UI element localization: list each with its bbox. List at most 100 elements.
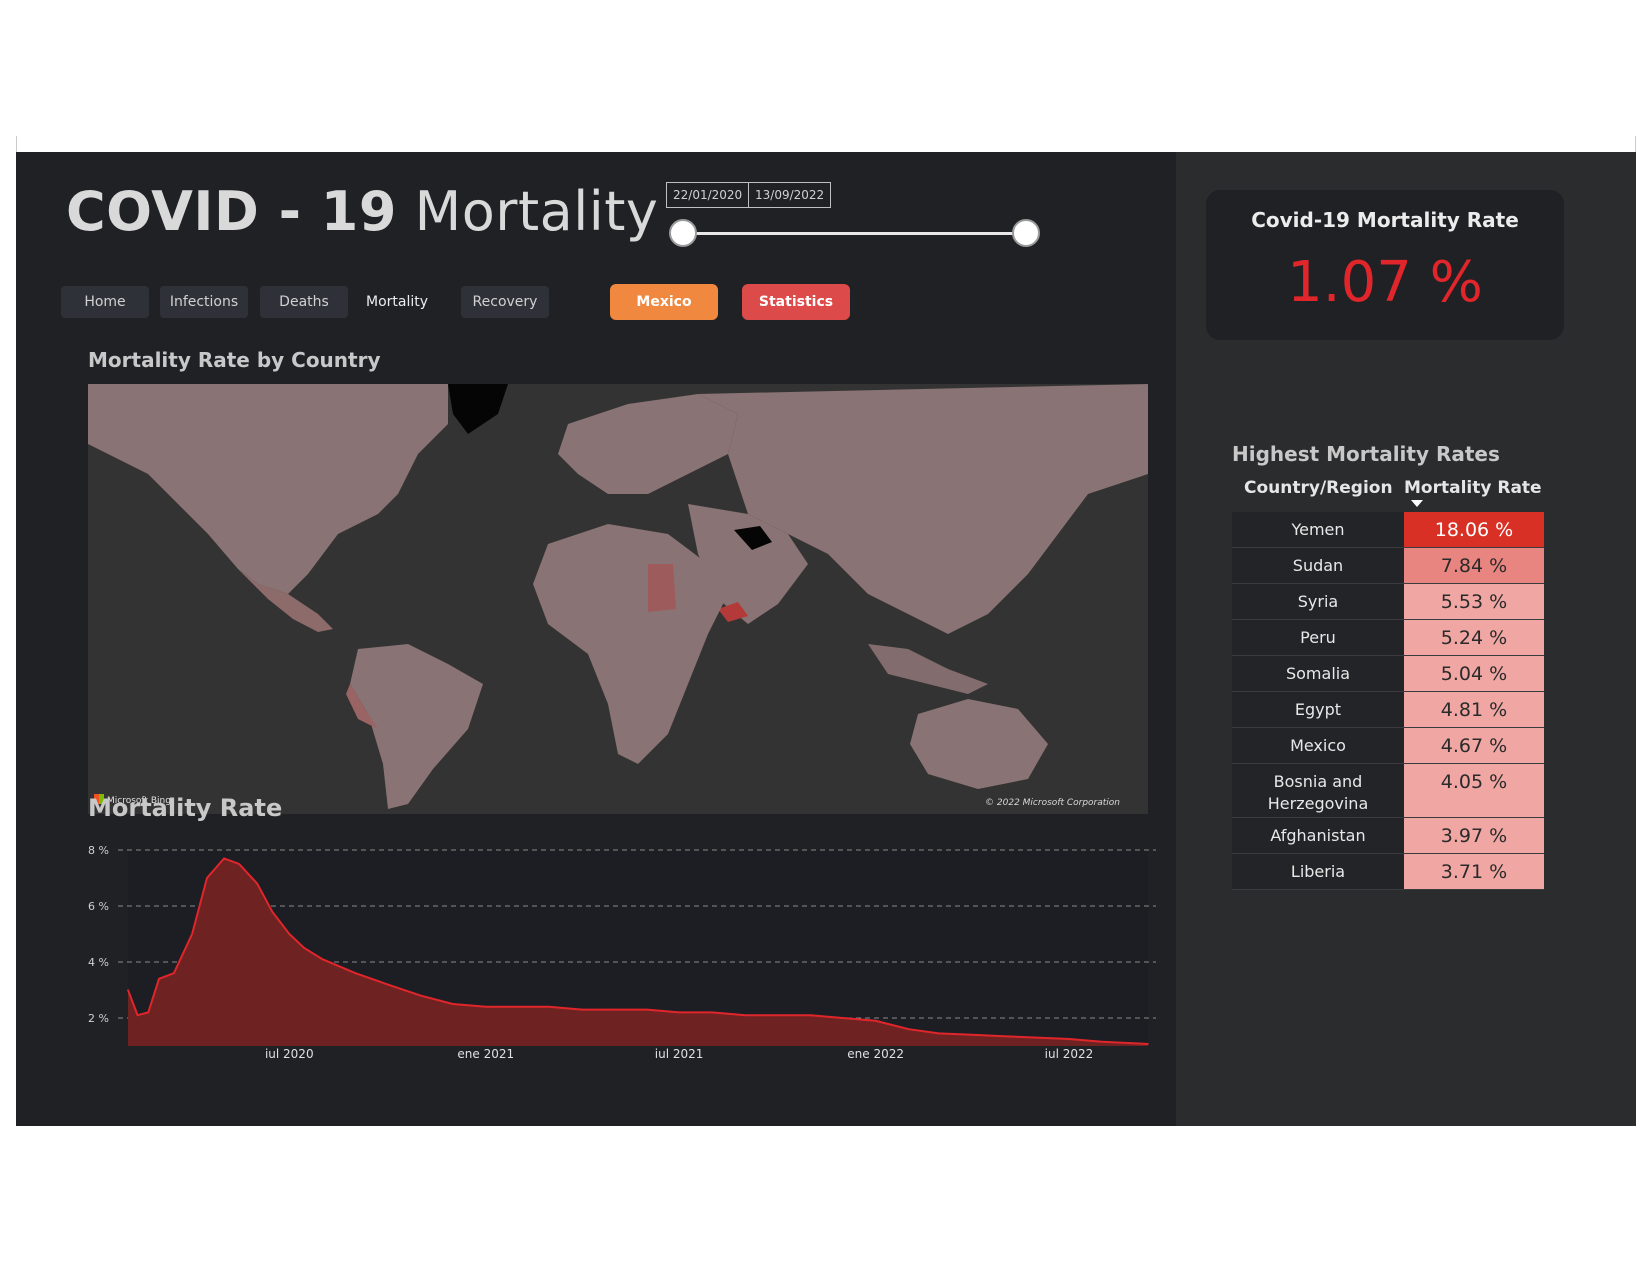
table-cell-country: Egypt: [1232, 692, 1404, 727]
table-cell-rate: 5.53 %: [1404, 584, 1544, 619]
table-row[interactable]: Egypt 4.81 %: [1232, 692, 1544, 728]
chart-data-point: [874, 1020, 877, 1022]
page-title-light: Mortality: [414, 180, 659, 243]
chart-y-tick-label: 2 %: [88, 1012, 109, 1025]
chart-data-point: [841, 1017, 844, 1019]
table-cell-rate: 3.71 %: [1404, 854, 1544, 889]
chart-data-point: [908, 1028, 910, 1030]
chart-data-point: [386, 983, 389, 986]
chart-data-point: [809, 1014, 812, 1016]
map-title: Mortality Rate by Country: [88, 348, 381, 372]
chart-data-point: [173, 972, 175, 974]
chart-data-point: [321, 958, 324, 960]
chart-data-point: [354, 972, 357, 974]
chart-x-tick-label: ene 2022: [847, 1047, 904, 1058]
table-row[interactable]: Afghanistan 3.97 %: [1232, 818, 1544, 854]
table-cell-rate: 4.67 %: [1404, 728, 1544, 763]
date-slider-end-handle[interactable]: [1012, 219, 1040, 247]
table-cell-country: Sudan: [1232, 548, 1404, 583]
chart-x-tick-label: jul 2021: [654, 1047, 704, 1058]
chart-data-point: [191, 933, 193, 935]
nav-home-button[interactable]: Home: [61, 286, 149, 318]
report-top-border: [16, 136, 1636, 152]
table-cell-rate: 18.06 %: [1404, 512, 1544, 547]
chart-data-point: [711, 1011, 713, 1014]
table-title: Highest Mortality Rates: [1232, 442, 1500, 466]
table-cell-country: Afghanistan: [1232, 818, 1404, 853]
table-row[interactable]: Syria 5.53 %: [1232, 584, 1544, 620]
world-map[interactable]: Microsoft Bing © 2022 Microsoft Corporat…: [88, 384, 1148, 814]
table-row[interactable]: Yemen 18.06 %: [1232, 512, 1544, 548]
chart-y-tick-label: 6 %: [88, 900, 109, 913]
date-range-slider-track[interactable]: [683, 232, 1038, 235]
chart-data-point: [581, 1008, 583, 1011]
table-row[interactable]: Mexico 4.67 %: [1232, 728, 1544, 764]
chart-data-point: [271, 910, 273, 913]
nav-mortality-button[interactable]: Mortality: [365, 294, 429, 310]
chart-data-point: [206, 877, 208, 879]
table-cell-country: Syria: [1232, 584, 1404, 619]
chart-x-tick-label: jul 2020: [264, 1047, 314, 1058]
kpi-value: 1.07 %: [1287, 250, 1483, 315]
chart-data-point: [646, 1008, 648, 1011]
chart-data-point: [1003, 1035, 1005, 1037]
table-header-country[interactable]: Country/Region: [1244, 478, 1393, 498]
map-copyright: © 2022 Microsoft Corporation: [985, 798, 1120, 808]
chart-data-point: [1036, 1036, 1038, 1039]
table-row[interactable]: Bosnia and Herzegovina 4.05 %: [1232, 764, 1544, 818]
chart-data-point: [238, 863, 240, 865]
sort-descending-icon[interactable]: [1411, 500, 1423, 507]
main-panel: COVID - 19 Mortality 22/01/2020 13/09/20…: [16, 152, 1176, 1126]
table-cell-rate: 3.97 %: [1404, 818, 1544, 853]
chart-data-point: [937, 1032, 940, 1035]
world-map-shapes: [88, 384, 1148, 814]
table-header-rate[interactable]: Mortality Rate: [1404, 478, 1542, 498]
date-start-input[interactable]: 22/01/2020: [666, 182, 750, 208]
chart-data-point: [678, 1011, 680, 1014]
date-slider-start-handle[interactable]: [669, 219, 697, 247]
microsoft-logo-icon: [94, 794, 104, 804]
table-row[interactable]: Peru 5.24 %: [1232, 620, 1544, 656]
table-cell-country: Mexico: [1232, 728, 1404, 763]
chart-data-point: [548, 1006, 550, 1008]
nav-recovery-button[interactable]: Recovery: [461, 286, 549, 318]
mortality-rate-chart[interactable]: 2 % 4 % 6 % 8 % jul 2020 ene 2021 jul 2021 ene …: [88, 838, 1158, 1058]
table-cell-rate: 5.04 %: [1404, 656, 1544, 691]
chart-data-point: [158, 978, 160, 980]
chart-data-point: [127, 989, 129, 991]
kpi-label: Covid-19 Mortality Rate: [1251, 208, 1519, 232]
table-row[interactable]: Sudan 7.84 %: [1232, 548, 1544, 584]
chart-data-point: [288, 933, 291, 935]
table-cell-rate: 4.81 %: [1404, 692, 1544, 727]
table-cell-rate: 5.24 %: [1404, 620, 1544, 655]
nav-deaths-button[interactable]: Deaths: [260, 286, 348, 318]
page-title: COVID - 19 Mortality: [66, 180, 658, 243]
date-end-input[interactable]: 13/09/2022: [748, 182, 832, 208]
chart-y-tick-label: 8 %: [88, 844, 109, 857]
chart-data-point: [1147, 1043, 1149, 1045]
chart-data-point: [419, 994, 422, 997]
table-row[interactable]: Liberia 3.71 %: [1232, 854, 1544, 890]
table-cell-country: Bosnia and Herzegovina: [1232, 764, 1404, 817]
nav-infections-button[interactable]: Infections: [160, 286, 248, 318]
chart-data-point: [451, 1003, 454, 1005]
table-cell-country: Liberia: [1232, 854, 1404, 889]
chart-data-point: [1068, 1038, 1070, 1040]
chart-data-point: [147, 1011, 150, 1014]
chart-data-point: [518, 1006, 520, 1008]
chart-x-tick-label: ene 2021: [457, 1047, 514, 1058]
chart-title: Mortality Rate: [88, 794, 283, 822]
chart-area-series: [128, 858, 1148, 1046]
chart-y-tick-label: 4 %: [88, 956, 109, 969]
chart-data-point: [776, 1014, 779, 1016]
chart-data-point: [744, 1014, 747, 1016]
mexico-button[interactable]: Mexico: [610, 284, 718, 320]
chart-data-point: [613, 1008, 615, 1011]
table-row[interactable]: Somalia 5.04 %: [1232, 656, 1544, 692]
table-cell-country: Somalia: [1232, 656, 1404, 691]
chart-data-point: [1101, 1041, 1103, 1043]
statistics-button[interactable]: Statistics: [742, 284, 850, 320]
table-cell-rate: 7.84 %: [1404, 548, 1544, 583]
chart-data-point: [485, 1006, 487, 1008]
chart-data-point: [971, 1034, 973, 1036]
